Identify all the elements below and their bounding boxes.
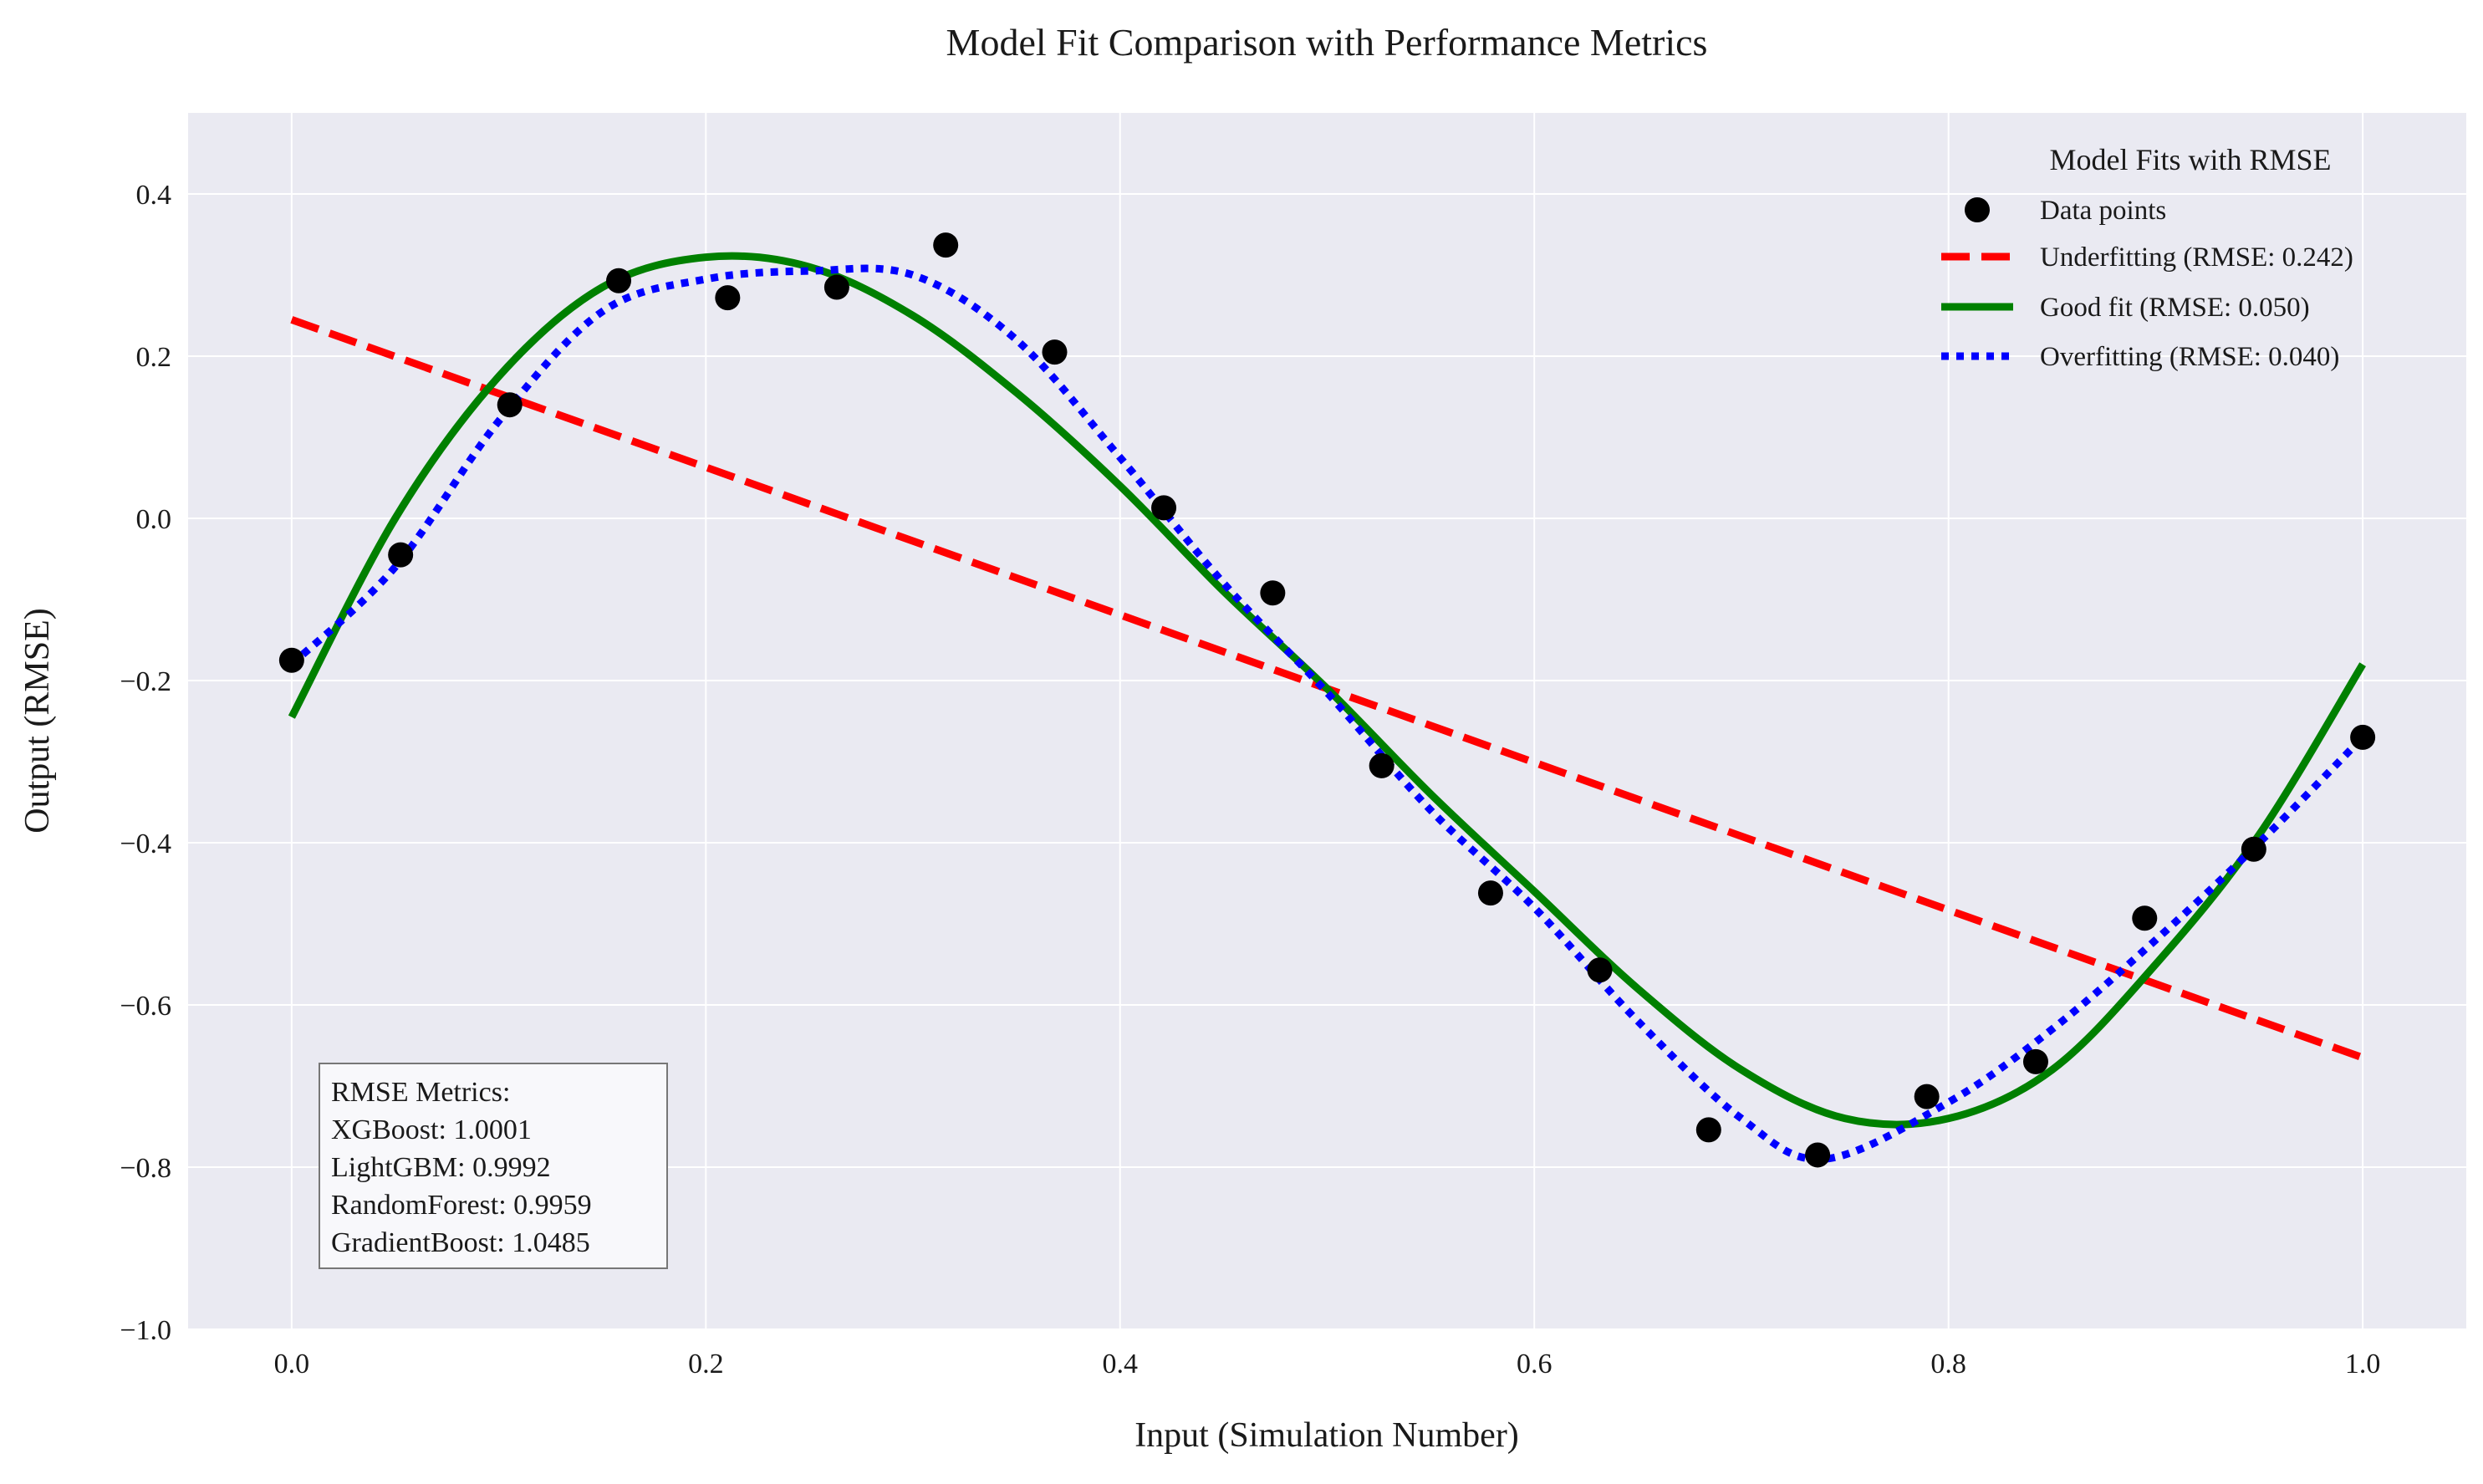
- data-point: [1914, 1084, 1940, 1109]
- x-axis-label: Input (Simulation Number): [1134, 1416, 1519, 1455]
- legend: Model Fits with RMSE Data points Underfi…: [1941, 143, 2353, 372]
- grid-lines: [188, 113, 2466, 1330]
- x-tick-label: 0.0: [274, 1349, 310, 1379]
- y-tick-label: 0.4: [136, 180, 172, 211]
- metrics-line: LightGBM: 0.9992: [331, 1152, 551, 1183]
- data-point: [715, 285, 741, 311]
- data-point: [1477, 880, 1503, 906]
- metrics-line: RandomForest: 0.9959: [331, 1190, 592, 1221]
- y-tick-label: −0.4: [120, 829, 171, 859]
- data-point: [933, 232, 959, 258]
- metrics-line: GradientBoost: 1.0485: [331, 1227, 590, 1258]
- data-point: [2350, 724, 2376, 750]
- legend-label-data-points: Data points: [2040, 196, 2166, 226]
- data-point: [2132, 905, 2158, 931]
- x-tick-label: 0.8: [1930, 1349, 1966, 1379]
- x-tick-label: 0.2: [688, 1349, 724, 1379]
- metrics-line: RMSE Metrics:: [331, 1077, 510, 1108]
- y-tick-label: −0.8: [120, 1153, 171, 1184]
- legend-label-good-fit: Good fit (RMSE: 0.050): [2040, 293, 2310, 323]
- y-tick-label: 0.2: [136, 342, 172, 373]
- data-point: [497, 392, 523, 418]
- data-point: [1151, 495, 1177, 521]
- y-tick-label: −1.0: [120, 1315, 171, 1346]
- data-point: [2241, 836, 2266, 862]
- metrics-box-frame: [319, 1063, 668, 1269]
- data-point: [1695, 1117, 1721, 1143]
- data-point: [1042, 339, 1068, 365]
- legend-item-underfitting: Underfitting (RMSE: 0.242): [1941, 242, 2353, 273]
- x-tick-label: 0.4: [1103, 1349, 1139, 1379]
- series-good-fit: [288, 252, 2366, 1129]
- tick-labels: 0.0 0.2 0.4 0.6 0.8 1.0 −1.0 −0.8 −0.6 −0.4 −0.2 0.…: [120, 180, 2380, 1379]
- legend-label-overfitting: Overfitting (RMSE: 0.040): [2040, 342, 2339, 372]
- legend-marker-data-points: [1965, 197, 1990, 222]
- metrics-line: XGBoost: 1.0001: [331, 1114, 532, 1145]
- legend-item-overfitting: Overfitting (RMSE: 0.040): [1941, 342, 2339, 372]
- x-tick-label: 0.6: [1517, 1349, 1553, 1379]
- chart-title: Model Fit Comparison with Performance Me…: [946, 21, 1708, 64]
- data-point: [606, 268, 632, 293]
- legend-title: Model Fits with RMSE: [2049, 143, 2331, 176]
- data-point: [1587, 957, 1613, 983]
- data-points-layer: [278, 232, 2376, 1168]
- data-point: [823, 274, 849, 300]
- y-tick-label: 0.0: [136, 504, 172, 535]
- data-point: [278, 647, 304, 673]
- x-tick-label: 1.0: [2345, 1349, 2381, 1379]
- legend-item-data-points: Data points: [1965, 196, 2166, 226]
- series-layer: [288, 252, 2366, 1164]
- y-tick-label: −0.6: [120, 991, 171, 1022]
- data-point: [388, 542, 414, 568]
- y-axis-label: Output (RMSE): [18, 608, 57, 834]
- data-point: [1260, 580, 1286, 606]
- data-point: [1805, 1142, 1831, 1168]
- data-point: [2022, 1048, 2048, 1074]
- legend-item-good-fit: Good fit (RMSE: 0.050): [1941, 293, 2310, 323]
- data-point: [1369, 752, 1394, 778]
- y-tick-label: −0.2: [120, 666, 171, 697]
- series-overfitting: [288, 264, 2366, 1164]
- legend-label-underfitting: Underfitting (RMSE: 0.242): [2040, 242, 2353, 273]
- rmse-metrics-box: RMSE Metrics: XGBoost: 1.0001 LightGBM: …: [319, 1063, 668, 1269]
